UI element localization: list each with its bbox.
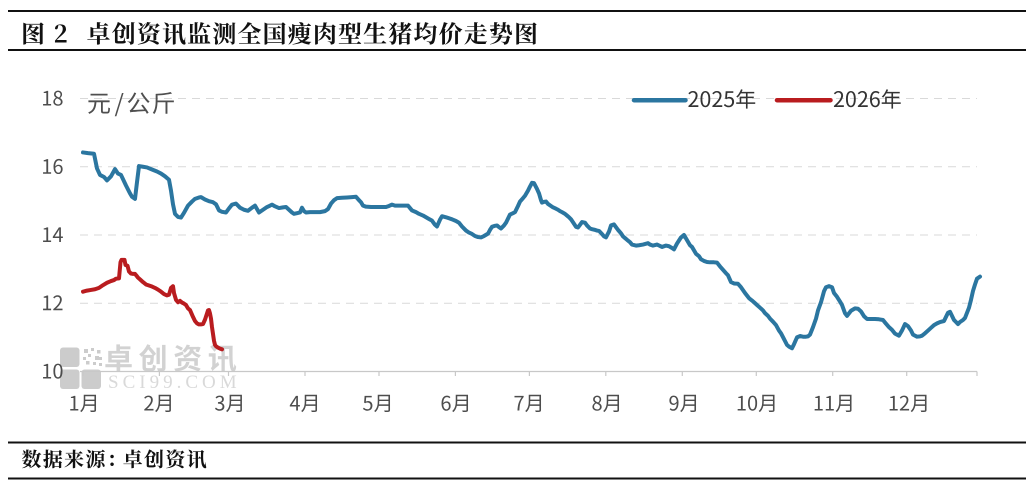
svg-text:SCI99.COM: SCI99.COM — [108, 372, 241, 393]
